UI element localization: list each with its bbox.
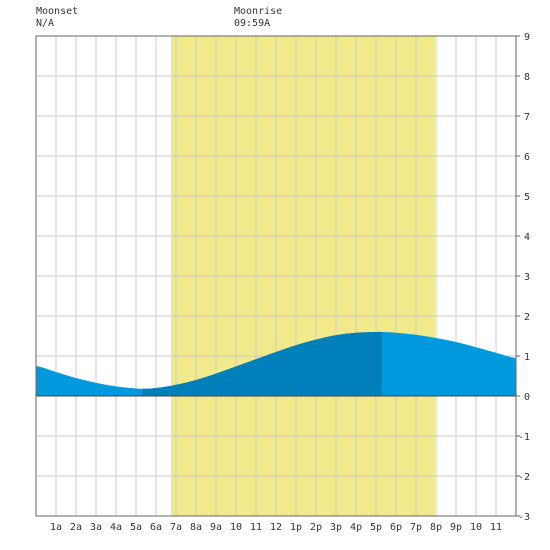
y-tick-label: 8 xyxy=(524,72,530,83)
y-tick-label: 4 xyxy=(524,232,530,243)
x-tick-label: 10 xyxy=(230,522,242,533)
x-tick-label: 10 xyxy=(470,522,482,533)
x-tick-label: 9p xyxy=(450,522,462,533)
moonrise-time: 09:59A xyxy=(234,18,271,29)
x-tick-label: 7a xyxy=(170,522,182,533)
x-tick-label: 2p xyxy=(310,522,322,533)
y-tick-label: 0 xyxy=(524,392,530,403)
x-tick-label: 11 xyxy=(250,522,262,533)
y-tick-label: 9 xyxy=(524,32,530,43)
moonset-label: Moonset xyxy=(36,6,79,17)
x-tick-label: 4p xyxy=(350,522,362,533)
y-tick-label: -1 xyxy=(518,432,530,443)
y-tick-label: 3 xyxy=(524,272,530,283)
x-tick-label: 1a xyxy=(50,522,62,533)
x-tick-label: 5a xyxy=(130,522,142,533)
x-tick-label: 4a xyxy=(110,522,122,533)
y-tick-label: -2 xyxy=(518,472,530,483)
x-tick-label: 12 xyxy=(270,522,282,533)
moonset-time: N/A xyxy=(36,18,55,29)
x-tick-label: 11 xyxy=(490,522,502,533)
x-tick-label: 6a xyxy=(150,522,162,533)
x-tick-label: 8p xyxy=(430,522,442,533)
x-tick-label: 8a xyxy=(190,522,202,533)
x-tick-label: 3a xyxy=(90,522,102,533)
y-tick-label: 1 xyxy=(524,352,530,363)
x-tick-label: 6p xyxy=(390,522,402,533)
y-tick-label: 7 xyxy=(524,112,530,123)
tide-area-rising xyxy=(142,331,382,396)
y-tick-label: 6 xyxy=(524,152,530,163)
x-tick-label: 9a xyxy=(210,522,222,533)
moonrise-label: Moonrise xyxy=(234,6,283,17)
y-tick-label: 5 xyxy=(524,192,530,203)
x-tick-label: 3p xyxy=(330,522,342,533)
x-tick-label: 7p xyxy=(410,522,422,533)
x-tick-label: 5p xyxy=(370,522,382,533)
y-tick-label: 2 xyxy=(524,312,530,323)
x-tick-label: 1p xyxy=(290,522,302,533)
x-tick-label: 2a xyxy=(70,522,82,533)
y-tick-label: -3 xyxy=(518,512,530,523)
